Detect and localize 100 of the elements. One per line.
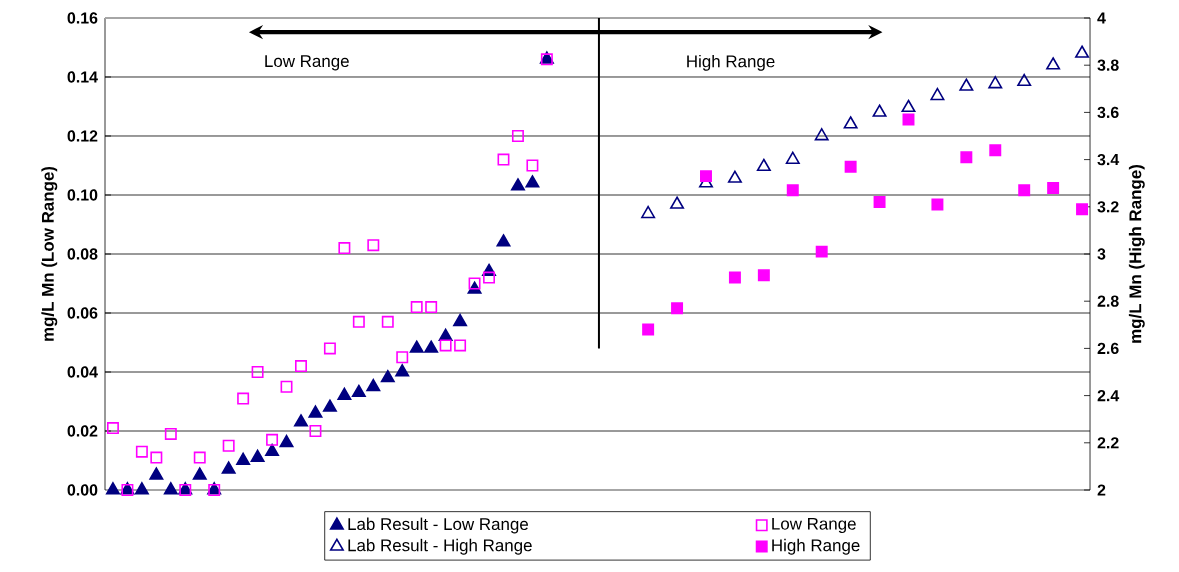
point (380, 369, 395, 383)
y2-tick-label: 2.4 (1097, 390, 1120, 402)
point (1018, 184, 1031, 197)
point (872, 104, 887, 117)
y-tick-label: 0.08 (67, 248, 98, 260)
legend-label: High Range (772, 538, 860, 555)
point (959, 78, 974, 91)
point (424, 340, 439, 353)
y2-tick-label: 2 (1097, 484, 1106, 496)
legend-label: Lab Result - High Range (348, 538, 532, 555)
point (425, 301, 438, 314)
y-tick-label: 0.04 (67, 366, 98, 378)
point (785, 151, 800, 164)
point (135, 445, 148, 458)
point (193, 451, 206, 464)
point (134, 482, 149, 495)
point (873, 196, 886, 209)
point (266, 433, 279, 446)
point (815, 245, 828, 258)
point (786, 184, 799, 197)
point (163, 482, 178, 495)
point (150, 451, 163, 464)
point (236, 452, 251, 465)
point (510, 178, 525, 191)
point (322, 399, 337, 412)
y2-tick-label: 3.8 (1097, 59, 1119, 71)
point (1046, 57, 1061, 70)
point (395, 364, 410, 377)
point (468, 277, 481, 290)
legend-label: Low Range (772, 517, 856, 534)
point (1076, 203, 1089, 216)
point (989, 144, 1002, 157)
point (337, 387, 352, 400)
point (351, 384, 366, 398)
point (483, 271, 495, 284)
point (757, 269, 770, 282)
point (352, 315, 365, 328)
y-tick-label: 0.06 (67, 307, 98, 319)
point (237, 392, 250, 405)
y2-tick-label: 3.4 (1097, 153, 1120, 166)
y-tick-label: 0.14 (67, 71, 98, 83)
y-tick-label: 0.02 (67, 425, 98, 437)
point (410, 301, 423, 314)
legend-label: Lab Result - Low Range (348, 517, 528, 534)
point (106, 422, 119, 435)
point (988, 76, 1003, 89)
point (901, 99, 916, 113)
y2-tick-label: 2.2 (1097, 437, 1119, 449)
point (280, 380, 293, 393)
point (192, 467, 207, 480)
point (105, 482, 120, 495)
point (1047, 181, 1060, 194)
point (756, 158, 771, 172)
point (700, 170, 712, 183)
y2-tick-label: 2.6 (1097, 342, 1119, 355)
point (454, 339, 467, 352)
y-axis-title: mg/L Mn (Low Range) (41, 166, 58, 341)
point (381, 315, 394, 328)
point (366, 378, 381, 392)
point (338, 242, 351, 255)
point (265, 443, 280, 457)
point (526, 159, 539, 172)
annotation: High Range (687, 54, 775, 71)
point (525, 175, 540, 188)
point (960, 151, 973, 164)
point (642, 323, 655, 336)
y2-tick-label: 3.6 (1097, 106, 1119, 119)
y2-tick-label: 4 (1097, 12, 1106, 24)
point (844, 160, 857, 173)
y2-tick-label: 3 (1097, 248, 1106, 260)
point (164, 427, 177, 440)
point (279, 434, 294, 448)
point (641, 205, 656, 219)
point (1075, 45, 1090, 58)
point (931, 198, 944, 211)
point (221, 461, 236, 474)
point (251, 366, 264, 378)
point (323, 342, 336, 355)
point (727, 170, 742, 183)
point (396, 351, 409, 364)
y2-tick-label: 2.8 (1097, 295, 1119, 307)
point (1017, 73, 1032, 87)
y-tick-label: 0.10 (67, 189, 98, 201)
point (222, 439, 235, 452)
point (496, 234, 511, 247)
y-tick-label: 0.12 (67, 130, 98, 142)
point (409, 340, 424, 353)
y2-tick-label: 3.2 (1097, 201, 1119, 213)
y-tick-label: 0.16 (67, 12, 98, 24)
y-tick-label: 0.00 (67, 484, 98, 496)
point (367, 239, 380, 252)
point (453, 313, 468, 327)
point (149, 467, 164, 480)
point (308, 405, 323, 418)
point (671, 302, 684, 315)
point (511, 130, 524, 142)
y2-axis-title: mg/L Mn (High Range) (1128, 165, 1145, 343)
point (670, 196, 685, 209)
point (814, 128, 829, 141)
point (295, 360, 307, 373)
